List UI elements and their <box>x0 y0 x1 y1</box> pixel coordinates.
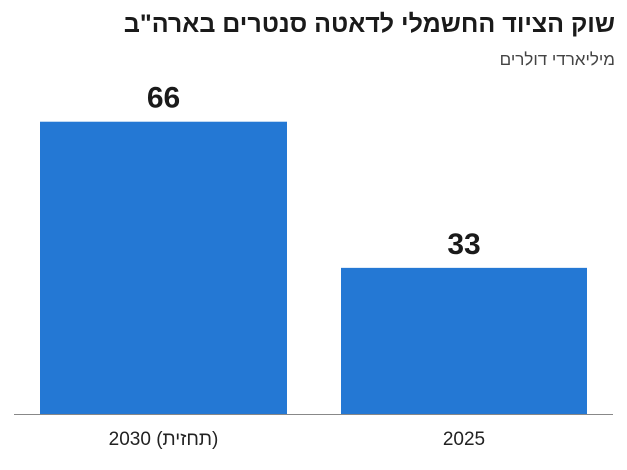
chart-title: שוק הציוד החשמלי לדאטה סנטרים בארה"ב <box>123 10 615 38</box>
category-label-1: 2025 <box>443 429 485 450</box>
chart-subtitle: מיליארדי דולרים <box>499 50 615 69</box>
bar-0 <box>40 121 287 414</box>
data-label-0: 66 <box>147 82 180 115</box>
data-label-1: 33 <box>447 228 480 261</box>
category-label-0: 2030 (תחזית) <box>109 429 219 450</box>
bar-1 <box>341 267 587 414</box>
